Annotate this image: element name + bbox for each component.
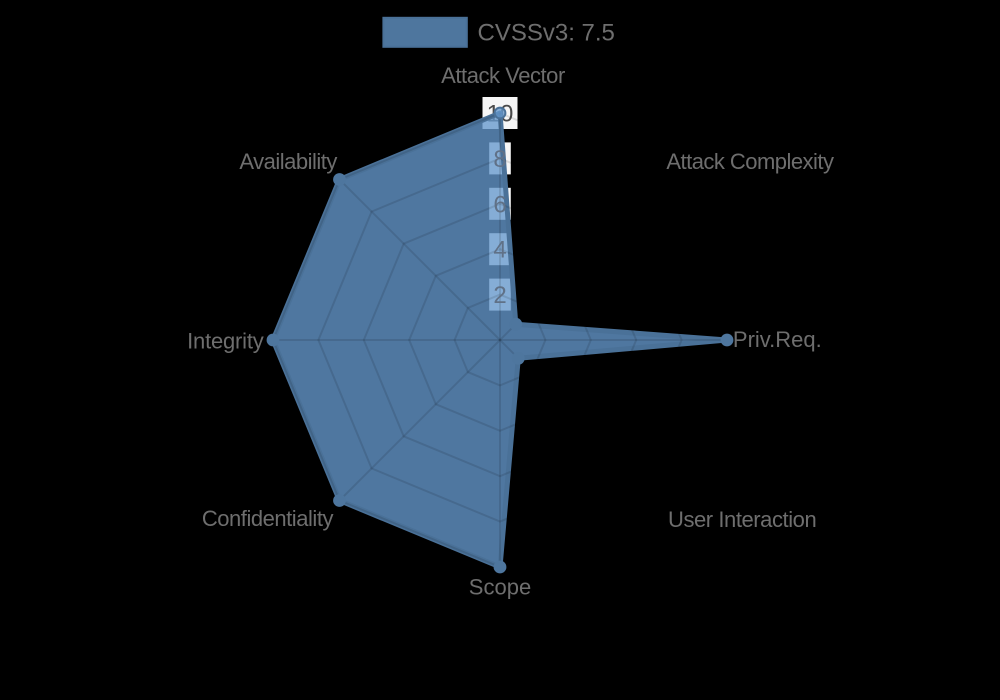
svg-text:Confidentiality: Confidentiality xyxy=(202,506,334,531)
svg-text:Scope: Scope xyxy=(469,575,531,600)
svg-text:CVSSv3: 7.5: CVSSv3: 7.5 xyxy=(478,20,615,47)
svg-text:Attack Vector: Attack Vector xyxy=(441,63,565,88)
svg-text:Availability: Availability xyxy=(239,149,337,174)
svg-text:4: 4 xyxy=(493,237,506,264)
svg-text:Attack Complexity: Attack Complexity xyxy=(666,149,834,174)
svg-text:User Interaction: User Interaction xyxy=(668,507,816,532)
svg-text:8: 8 xyxy=(493,146,506,173)
svg-text:2: 2 xyxy=(493,282,506,309)
svg-text:Priv.Req.: Priv.Req. xyxy=(733,327,822,352)
svg-text:Integrity: Integrity xyxy=(187,328,264,353)
svg-text:6: 6 xyxy=(493,191,506,218)
